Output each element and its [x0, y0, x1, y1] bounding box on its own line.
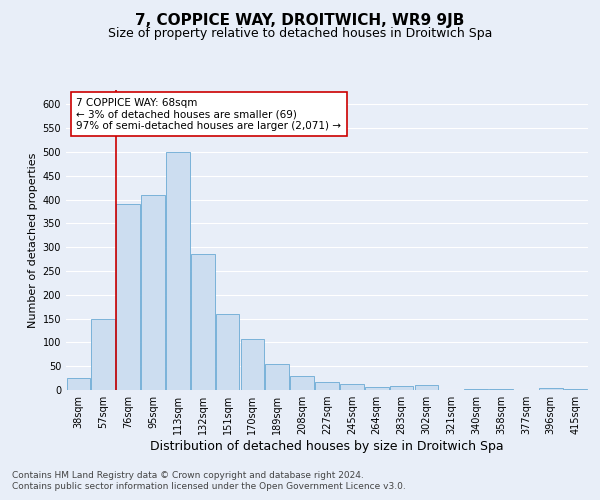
Bar [265, 364, 289, 390]
Bar [116, 204, 140, 390]
Text: Contains public sector information licensed under the Open Government Licence v3: Contains public sector information licen… [12, 482, 406, 491]
Bar [141, 195, 165, 390]
Bar [67, 378, 90, 390]
Bar [241, 338, 264, 390]
Text: 7, COPPICE WAY, DROITWICH, WR9 9JB: 7, COPPICE WAY, DROITWICH, WR9 9JB [136, 12, 464, 28]
Bar [464, 388, 488, 390]
Bar [290, 376, 314, 390]
Bar [365, 387, 389, 390]
Bar [415, 385, 438, 390]
Text: Contains HM Land Registry data © Crown copyright and database right 2024.: Contains HM Land Registry data © Crown c… [12, 471, 364, 480]
X-axis label: Distribution of detached houses by size in Droitwich Spa: Distribution of detached houses by size … [150, 440, 504, 453]
Bar [191, 254, 215, 390]
Bar [91, 318, 115, 390]
Bar [564, 388, 587, 390]
Bar [166, 152, 190, 390]
Text: 7 COPPICE WAY: 68sqm
← 3% of detached houses are smaller (69)
97% of semi-detach: 7 COPPICE WAY: 68sqm ← 3% of detached ho… [76, 98, 341, 130]
Y-axis label: Number of detached properties: Number of detached properties [28, 152, 38, 328]
Text: Size of property relative to detached houses in Droitwich Spa: Size of property relative to detached ho… [108, 28, 492, 40]
Bar [489, 388, 513, 390]
Bar [315, 382, 339, 390]
Bar [340, 384, 364, 390]
Bar [216, 314, 239, 390]
Bar [390, 386, 413, 390]
Bar [539, 388, 563, 390]
